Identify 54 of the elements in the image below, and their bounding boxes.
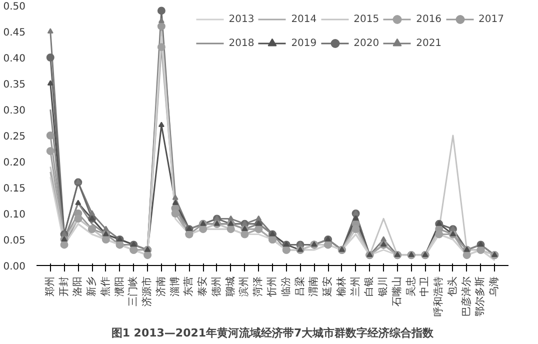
x-tick-label: 德州 <box>210 276 222 296</box>
x-tick-label: 呼和浩特 <box>432 276 445 316</box>
x-tick-label: 菏泽 <box>252 276 264 296</box>
x-tick-label: 吴忠 <box>404 276 417 296</box>
x-tick-label: 白银 <box>363 276 376 296</box>
x-tick-label: 郑州 <box>44 276 56 296</box>
legend-label: 2019 <box>291 38 317 48</box>
legend-label: 2021 <box>416 38 442 48</box>
x-tick-label: 济源市 <box>141 276 154 306</box>
x-tick-label: 临汾 <box>280 276 292 296</box>
legend-label: 2016 <box>416 14 442 24</box>
x-tick-label: 济南 <box>154 276 167 296</box>
x-tick-label: 石嘴山 <box>390 276 403 306</box>
x-tick-label: 巴彦淖尔 <box>460 276 472 316</box>
x-tick-label: 淄博 <box>168 276 181 296</box>
x-tick-label: 延安 <box>322 276 334 298</box>
x-tick-label: 东营 <box>182 276 195 296</box>
x-tick-label: 忻州 <box>266 276 278 298</box>
x-tick-label: 银川 <box>377 276 390 298</box>
legend-label: 2013 <box>228 14 254 24</box>
y-tick-label: 0.20 <box>3 158 26 168</box>
y-tick-label: 0.25 <box>3 132 26 142</box>
y-tick-label: 0.10 <box>3 210 26 220</box>
y-tick-label: 0.15 <box>3 184 26 194</box>
x-tick-label: 聊城 <box>224 276 236 296</box>
y-tick-label: 0.40 <box>3 54 26 64</box>
x-tick-label: 新乡 <box>86 276 98 296</box>
legend-label: 2014 <box>291 14 317 24</box>
y-tick-label: 0.00 <box>3 262 26 272</box>
x-tick-label: 兰州 <box>349 276 362 296</box>
x-tick-label: 包头 <box>446 276 458 296</box>
x-tick-label: 洛阳 <box>72 276 84 296</box>
x-tick-label: 渭南 <box>308 276 320 296</box>
legend-label: 2017 <box>478 14 504 24</box>
legend-label: 2015 <box>354 14 380 24</box>
x-tick-label: 吕梁 <box>294 276 306 296</box>
y-tick-label: 0.35 <box>3 80 26 90</box>
x-tick-label: 泰安 <box>196 276 209 296</box>
x-tick-label: 濮阳 <box>113 276 126 296</box>
legend-label: 2020 <box>354 38 380 48</box>
y-tick-label: 0.05 <box>3 236 26 246</box>
y-tick-label: 0.50 <box>3 2 26 12</box>
legend-label: 2018 <box>228 38 254 48</box>
x-tick-label: 开封 <box>58 276 70 296</box>
text: 图1 2013—2021年黄河流域经济带7大城市群数字经济综合指数 <box>111 326 435 340</box>
y-tick-label: 0.30 <box>3 106 26 116</box>
x-tick-label: 鄂尔多斯 <box>474 276 486 316</box>
y-tick-label: 0.45 <box>3 28 26 38</box>
x-tick-label: 中卫 <box>418 276 431 296</box>
x-tick-label: 三门峡 <box>127 276 140 306</box>
x-tick-label: 焦作 <box>99 276 112 296</box>
x-tick-label: 滨州 <box>238 276 250 296</box>
x-tick-label: 乌海 <box>488 276 500 296</box>
x-tick-label: 榆林 <box>335 276 348 296</box>
